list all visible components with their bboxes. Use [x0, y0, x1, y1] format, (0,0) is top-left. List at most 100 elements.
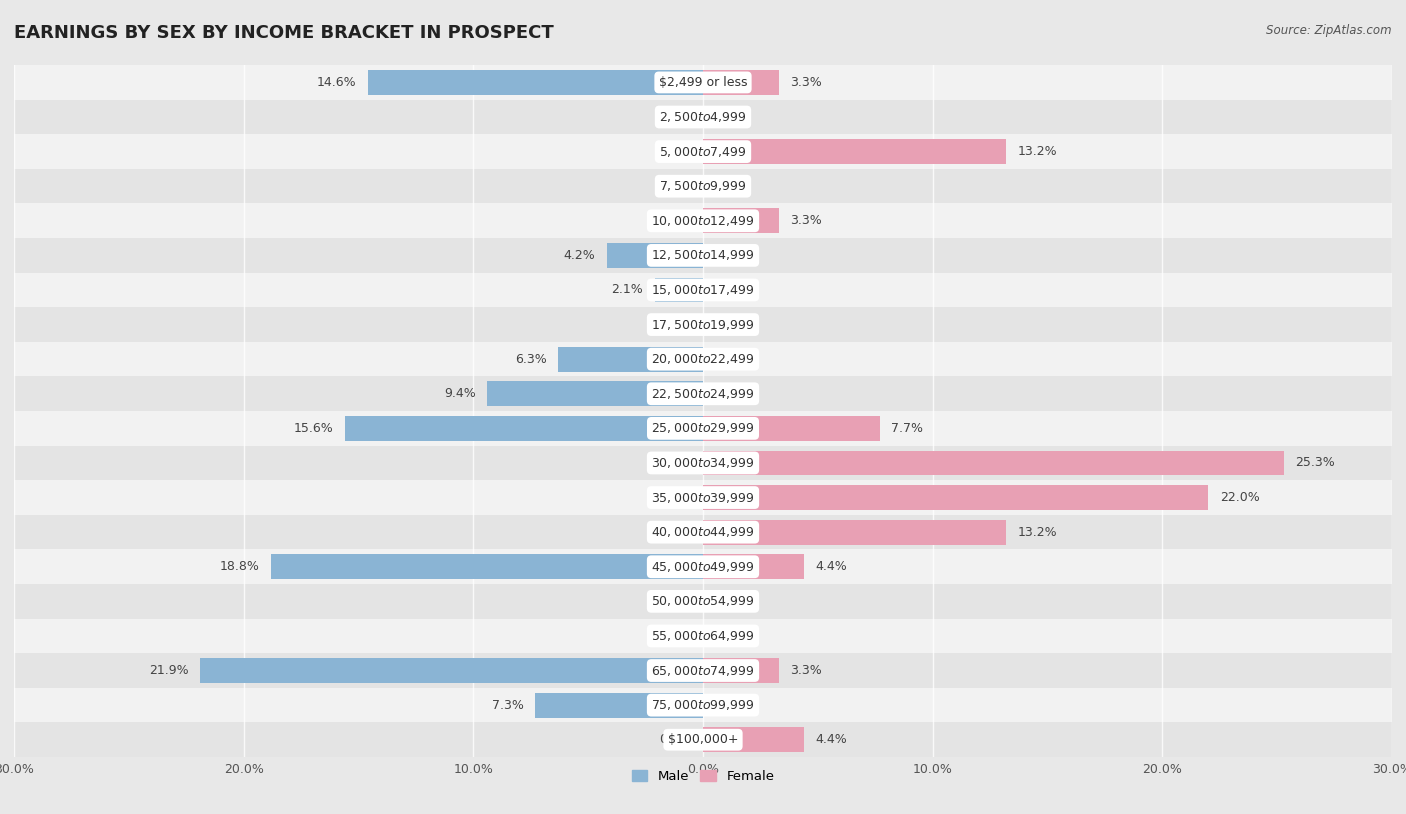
Text: $2,500 to $4,999: $2,500 to $4,999: [659, 110, 747, 124]
Text: 0.0%: 0.0%: [714, 387, 747, 400]
Text: 0.0%: 0.0%: [714, 111, 747, 124]
Text: 0.0%: 0.0%: [659, 318, 692, 331]
Text: 0.0%: 0.0%: [659, 526, 692, 539]
Text: 0.0%: 0.0%: [714, 698, 747, 711]
Text: $17,500 to $19,999: $17,500 to $19,999: [651, 317, 755, 331]
Text: 6.3%: 6.3%: [515, 352, 547, 365]
Text: 13.2%: 13.2%: [1018, 526, 1057, 539]
Bar: [14, 619, 1392, 653]
Text: 0.0%: 0.0%: [714, 318, 747, 331]
Text: 0.0%: 0.0%: [659, 145, 692, 158]
Text: $25,000 to $29,999: $25,000 to $29,999: [651, 422, 755, 435]
Text: 21.9%: 21.9%: [149, 664, 188, 677]
Bar: [14, 134, 1392, 169]
Text: $12,500 to $14,999: $12,500 to $14,999: [651, 248, 755, 262]
Text: 0.0%: 0.0%: [714, 249, 747, 262]
Bar: [703, 139, 1007, 164]
Text: 3.3%: 3.3%: [790, 664, 823, 677]
Bar: [14, 549, 1392, 584]
Bar: [14, 65, 1392, 99]
Bar: [14, 204, 1392, 238]
Text: 9.4%: 9.4%: [444, 387, 475, 400]
Text: $7,500 to $9,999: $7,500 to $9,999: [659, 179, 747, 193]
Text: $100,000+: $100,000+: [668, 733, 738, 746]
Text: 13.2%: 13.2%: [1018, 145, 1057, 158]
Bar: [536, 693, 703, 718]
Bar: [14, 446, 1392, 480]
Text: $35,000 to $39,999: $35,000 to $39,999: [651, 491, 755, 505]
Text: 0.0%: 0.0%: [659, 629, 692, 642]
Text: 0.0%: 0.0%: [659, 733, 692, 746]
Text: 4.2%: 4.2%: [564, 249, 595, 262]
Text: 4.4%: 4.4%: [815, 560, 848, 573]
Bar: [14, 688, 1392, 723]
Bar: [703, 70, 779, 95]
Bar: [703, 416, 880, 441]
Text: 2.1%: 2.1%: [612, 283, 644, 296]
Bar: [14, 653, 1392, 688]
Bar: [606, 243, 703, 268]
Text: 0.0%: 0.0%: [714, 595, 747, 608]
Text: 3.3%: 3.3%: [790, 76, 823, 89]
Bar: [14, 514, 1392, 549]
Bar: [486, 381, 703, 406]
Bar: [703, 485, 1208, 510]
Bar: [703, 208, 779, 234]
Text: 0.0%: 0.0%: [659, 491, 692, 504]
Text: 0.0%: 0.0%: [659, 595, 692, 608]
Text: $65,000 to $74,999: $65,000 to $74,999: [651, 663, 755, 677]
Text: $50,000 to $54,999: $50,000 to $54,999: [651, 594, 755, 608]
Text: 18.8%: 18.8%: [219, 560, 260, 573]
Text: 0.0%: 0.0%: [714, 283, 747, 296]
Bar: [558, 347, 703, 372]
Text: 0.0%: 0.0%: [659, 457, 692, 470]
Text: $20,000 to $22,499: $20,000 to $22,499: [651, 352, 755, 366]
Bar: [703, 727, 804, 752]
Text: $10,000 to $12,499: $10,000 to $12,499: [651, 214, 755, 228]
Text: 7.3%: 7.3%: [492, 698, 524, 711]
Bar: [703, 519, 1007, 545]
Bar: [14, 376, 1392, 411]
Bar: [703, 554, 804, 580]
Text: $45,000 to $49,999: $45,000 to $49,999: [651, 560, 755, 574]
Text: 4.4%: 4.4%: [815, 733, 848, 746]
Bar: [703, 658, 779, 683]
Text: 0.0%: 0.0%: [659, 180, 692, 193]
Bar: [14, 723, 1392, 757]
Text: $2,499 or less: $2,499 or less: [659, 76, 747, 89]
Text: 15.6%: 15.6%: [294, 422, 333, 435]
Text: $5,000 to $7,499: $5,000 to $7,499: [659, 145, 747, 159]
Bar: [14, 307, 1392, 342]
Text: $75,000 to $99,999: $75,000 to $99,999: [651, 698, 755, 712]
Bar: [655, 278, 703, 303]
Text: 0.0%: 0.0%: [659, 111, 692, 124]
Text: 0.0%: 0.0%: [714, 180, 747, 193]
Text: 0.0%: 0.0%: [714, 629, 747, 642]
Bar: [703, 450, 1284, 475]
Bar: [14, 411, 1392, 446]
Text: $15,000 to $17,499: $15,000 to $17,499: [651, 283, 755, 297]
Bar: [14, 342, 1392, 376]
Text: EARNINGS BY SEX BY INCOME BRACKET IN PROSPECT: EARNINGS BY SEX BY INCOME BRACKET IN PRO…: [14, 24, 554, 42]
Text: $22,500 to $24,999: $22,500 to $24,999: [651, 387, 755, 400]
Text: 14.6%: 14.6%: [316, 76, 356, 89]
Text: 0.0%: 0.0%: [714, 352, 747, 365]
Bar: [14, 169, 1392, 204]
Text: $30,000 to $34,999: $30,000 to $34,999: [651, 456, 755, 470]
Bar: [14, 273, 1392, 307]
Text: Source: ZipAtlas.com: Source: ZipAtlas.com: [1267, 24, 1392, 37]
Text: 3.3%: 3.3%: [790, 214, 823, 227]
Text: 22.0%: 22.0%: [1219, 491, 1260, 504]
Text: 7.7%: 7.7%: [891, 422, 924, 435]
Bar: [271, 554, 703, 580]
Bar: [344, 416, 703, 441]
Bar: [368, 70, 703, 95]
Text: $40,000 to $44,999: $40,000 to $44,999: [651, 525, 755, 539]
Text: $55,000 to $64,999: $55,000 to $64,999: [651, 629, 755, 643]
Text: 25.3%: 25.3%: [1295, 457, 1336, 470]
Bar: [14, 480, 1392, 515]
Bar: [200, 658, 703, 683]
Bar: [14, 584, 1392, 619]
Legend: Male, Female: Male, Female: [626, 765, 780, 789]
Text: 0.0%: 0.0%: [659, 214, 692, 227]
